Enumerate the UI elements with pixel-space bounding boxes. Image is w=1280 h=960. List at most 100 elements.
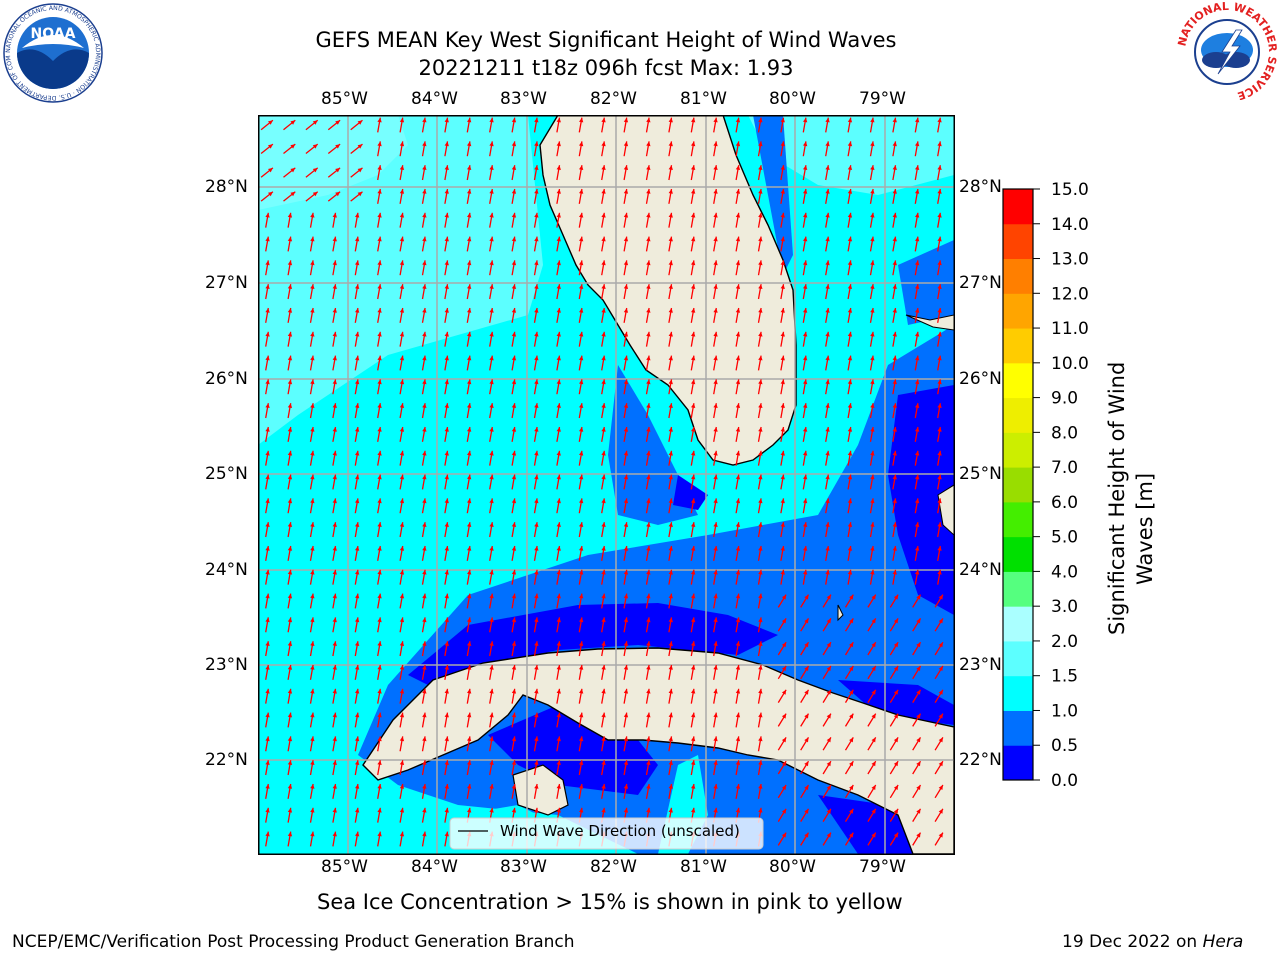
wind-arrow-head bbox=[668, 427, 673, 432]
wind-arrow-head bbox=[623, 784, 629, 789]
wind-arrow-head bbox=[735, 308, 741, 313]
wind-arrow-head bbox=[310, 641, 315, 646]
wind-arrow-head bbox=[780, 165, 785, 170]
wind-arrow-head bbox=[623, 569, 629, 575]
wind-arrow-head bbox=[758, 522, 763, 527]
wind-arrow-head bbox=[355, 665, 360, 670]
wind-arrow-head bbox=[312, 120, 318, 125]
wind-arrow-head bbox=[758, 736, 763, 742]
wind-arrow-head bbox=[601, 593, 606, 599]
wind-arrow-head bbox=[804, 785, 809, 790]
wind-arrow-head bbox=[892, 355, 897, 361]
wind-arrow-head bbox=[579, 760, 584, 765]
wind-arrow-head bbox=[825, 260, 830, 266]
wind-arrow-head bbox=[937, 331, 942, 337]
wind-arrow-head bbox=[377, 450, 382, 456]
lon-label-top-82w: 82°W bbox=[590, 89, 637, 109]
wind-arrow-head bbox=[668, 355, 673, 361]
wind-arrow-head bbox=[310, 284, 315, 289]
wind-arrow-head bbox=[601, 260, 606, 266]
wind-arrow-head bbox=[668, 546, 673, 551]
wind-arrow-head bbox=[556, 427, 561, 432]
wind-arrow-head bbox=[870, 427, 875, 432]
sea-ice-note: Sea Ice Concentration > 15% is shown in … bbox=[317, 890, 903, 914]
wind-arrow-head bbox=[735, 141, 741, 147]
wind-arrow-head bbox=[534, 736, 539, 742]
wind-arrow-head bbox=[937, 546, 942, 551]
wind-arrow-head bbox=[781, 761, 787, 767]
wind-arrow-head bbox=[511, 522, 517, 527]
wind-arrow-head bbox=[871, 785, 876, 790]
wind-arrow-head bbox=[870, 141, 875, 147]
wind-arrow-head bbox=[534, 331, 539, 337]
wind-arrow-head bbox=[646, 379, 651, 385]
wind-arrow-head bbox=[287, 498, 293, 504]
wind-arrow-head bbox=[422, 569, 427, 575]
wind-arrow-head bbox=[579, 807, 584, 813]
wind-arrow-head bbox=[713, 546, 718, 551]
wind-arrow-head bbox=[287, 427, 293, 432]
wind-arrow-head bbox=[310, 593, 315, 599]
wind-arrow-head bbox=[489, 189, 494, 194]
wind-arrow-head bbox=[556, 284, 561, 289]
wind-arrow-head bbox=[422, 474, 427, 480]
wind-arrow-head bbox=[849, 666, 854, 671]
noaa-logo: NATIONAL OCEANIC AND ATMOSPHERIC ADMINIS… bbox=[2, 2, 103, 103]
wind-arrow-head bbox=[399, 427, 405, 432]
wind-arrow-head bbox=[467, 403, 472, 408]
wind-arrow-head bbox=[268, 144, 273, 149]
wind-arrow-head bbox=[579, 641, 584, 646]
wind-arrow-head bbox=[332, 831, 337, 837]
wind-arrow-head bbox=[534, 212, 539, 218]
wind-arrow-head bbox=[646, 308, 651, 313]
wind-arrow-head bbox=[870, 117, 875, 123]
wind-arrow-head bbox=[310, 736, 315, 742]
wind-arrow-head bbox=[916, 666, 921, 671]
wind-arrow-head bbox=[534, 284, 539, 289]
wind-arrow-head bbox=[758, 427, 763, 432]
lat-label-left-24n: 24°N bbox=[205, 560, 248, 580]
wind-arrow-head bbox=[489, 498, 494, 504]
wind-arrow-head bbox=[534, 760, 539, 765]
colorbar-tick-label: 14.0 bbox=[1051, 215, 1089, 235]
wind-arrow-head bbox=[735, 665, 741, 670]
wind-arrow-head bbox=[601, 569, 606, 575]
wind-arrow-head bbox=[534, 165, 539, 170]
wind-arrow-head bbox=[489, 260, 494, 266]
wind-arrow-head bbox=[579, 498, 584, 504]
wind-arrow-head bbox=[623, 427, 629, 432]
wind-arrow-head bbox=[399, 522, 405, 527]
wind-arrow-head bbox=[735, 379, 741, 385]
wind-arrow-head bbox=[422, 807, 427, 813]
wind-arrow-head bbox=[871, 808, 876, 814]
wind-arrow-head bbox=[377, 474, 382, 480]
wind-arrow-head bbox=[511, 712, 517, 718]
lat-label-right-27n: 27°N bbox=[959, 273, 1002, 293]
wind-arrow-head bbox=[938, 642, 943, 648]
wind-arrow-head bbox=[691, 784, 696, 789]
wind-arrow-head bbox=[915, 355, 920, 361]
wind-arrow-head bbox=[444, 617, 449, 623]
wind-arrow-head bbox=[287, 522, 293, 527]
wind-arrow-head bbox=[290, 167, 296, 173]
wind-arrow-head bbox=[399, 260, 405, 266]
wind-arrow-head bbox=[713, 450, 718, 456]
wind-arrow-head bbox=[668, 403, 673, 408]
colorbar-segment bbox=[1003, 397, 1033, 433]
wind-arrow-head bbox=[804, 618, 809, 624]
wind-arrow-head bbox=[646, 807, 651, 813]
wind-arrow-head bbox=[444, 212, 449, 218]
wind-arrow-head bbox=[377, 236, 382, 242]
wind-arrow-head bbox=[265, 331, 270, 337]
wind-arrow-head bbox=[847, 260, 853, 266]
wind-arrow-head bbox=[915, 450, 920, 456]
colorbar-segment bbox=[1003, 467, 1033, 503]
wind-arrow-head bbox=[893, 689, 899, 695]
wind-arrow-head bbox=[310, 498, 315, 504]
wind-arrow-head bbox=[601, 212, 606, 218]
wind-arrow-head bbox=[422, 308, 427, 313]
wind-arrow-head bbox=[287, 450, 293, 456]
wind-arrow-head bbox=[312, 167, 318, 173]
wind-arrow-head bbox=[579, 546, 584, 551]
wind-arrow-head bbox=[803, 546, 808, 551]
